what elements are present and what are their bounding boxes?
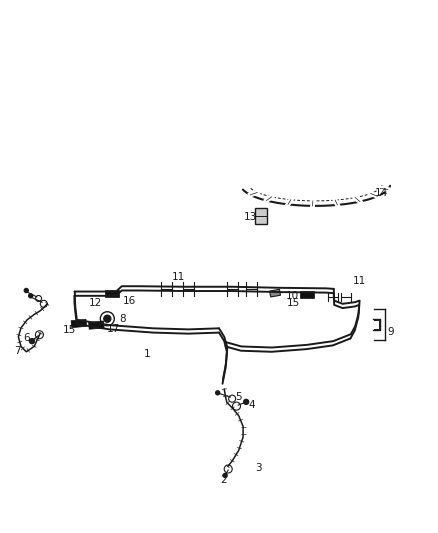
Text: 11: 11 [353,277,366,286]
Text: 15: 15 [287,298,300,308]
Text: 13: 13 [244,213,257,222]
Text: 11: 11 [172,272,185,282]
Circle shape [29,338,35,344]
Text: 1: 1 [143,350,150,359]
Text: 7: 7 [14,346,21,356]
Bar [270,289,280,297]
Circle shape [104,315,111,322]
Text: 4: 4 [248,400,255,410]
Text: 5: 5 [235,392,242,402]
Text: 10: 10 [286,291,299,301]
Bar [300,291,314,298]
Bar [88,321,104,329]
Text: 16: 16 [123,296,136,306]
Circle shape [28,294,33,298]
Text: 3: 3 [255,463,262,473]
Text: 15: 15 [63,326,76,335]
Text: 2: 2 [220,475,227,484]
Text: 9: 9 [387,327,394,336]
Text: 6: 6 [23,334,30,343]
Circle shape [215,391,220,395]
Bar [71,319,87,328]
Circle shape [223,473,227,478]
Bar [105,290,119,297]
Text: 8: 8 [119,314,126,324]
FancyBboxPatch shape [254,208,267,224]
Text: 14: 14 [374,188,388,198]
Circle shape [24,288,28,293]
Text: 12: 12 [89,298,102,308]
Text: 17: 17 [106,325,120,334]
Circle shape [244,399,249,405]
